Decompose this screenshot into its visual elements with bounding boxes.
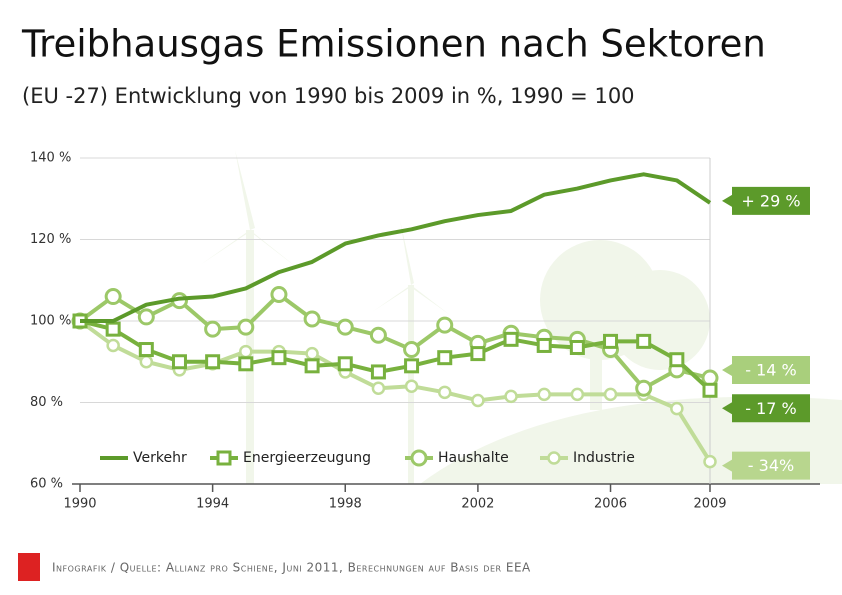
y-tick-label: 60 % bbox=[30, 477, 63, 492]
marker bbox=[305, 346, 319, 361]
x-tick-label: 1994 bbox=[196, 497, 229, 512]
marker bbox=[239, 344, 253, 359]
chart-title: Treibhausgas Emissionen nach Sektoren bbox=[21, 23, 766, 66]
marker bbox=[106, 338, 120, 353]
marker bbox=[569, 339, 585, 355]
series-line bbox=[80, 172, 712, 323]
marker bbox=[470, 346, 486, 362]
marker bbox=[371, 381, 386, 395]
x-tick-label: 2002 bbox=[461, 497, 494, 512]
marker bbox=[570, 387, 585, 402]
marker bbox=[537, 387, 551, 402]
logo bbox=[18, 553, 40, 581]
marker bbox=[702, 382, 718, 398]
marker bbox=[237, 318, 255, 336]
marker bbox=[138, 342, 154, 358]
marker bbox=[436, 316, 454, 334]
marker bbox=[204, 320, 222, 338]
marker bbox=[670, 401, 684, 416]
callout-box bbox=[722, 186, 810, 215]
marker bbox=[205, 354, 221, 370]
marker bbox=[636, 333, 652, 349]
marker bbox=[504, 389, 518, 404]
marker bbox=[471, 393, 485, 408]
marker bbox=[404, 358, 420, 374]
legend-label: Haushalte bbox=[438, 450, 509, 466]
y-tick-label: 120 % bbox=[30, 232, 71, 247]
callout-label: + 29 % bbox=[741, 191, 800, 210]
marker bbox=[703, 454, 717, 469]
legend-label: Verkehr bbox=[133, 450, 187, 466]
y-tick-label: 100 % bbox=[30, 314, 71, 329]
callout-box bbox=[722, 451, 810, 480]
x-tick-label: 2009 bbox=[693, 497, 726, 512]
marker bbox=[603, 333, 619, 349]
marker bbox=[536, 337, 552, 353]
y-tick-label: 80 % bbox=[30, 395, 63, 410]
legend-marker bbox=[216, 450, 232, 466]
marker bbox=[104, 288, 122, 306]
legend-label: Energieerzeugung bbox=[243, 450, 371, 466]
legend-marker bbox=[547, 451, 561, 465]
callout-label: - 17 % bbox=[745, 399, 797, 418]
marker bbox=[369, 326, 387, 344]
marker bbox=[603, 387, 618, 402]
marker bbox=[403, 341, 421, 359]
marker bbox=[139, 355, 154, 369]
marker bbox=[404, 379, 419, 393]
chart-subtitle: (EU -27) Entwicklung von 1990 bis 2009 i… bbox=[22, 84, 635, 108]
marker bbox=[437, 385, 452, 400]
x-tick-label: 1990 bbox=[63, 497, 96, 512]
callout-label: - 14 % bbox=[745, 361, 797, 380]
marker bbox=[437, 350, 453, 366]
marker bbox=[370, 364, 386, 380]
legend-label: Industrie bbox=[573, 450, 635, 466]
source-note: Infografik / Quelle: Allianz pro Schiene… bbox=[52, 561, 531, 575]
marker bbox=[669, 352, 685, 368]
x-tick-label: 1998 bbox=[329, 497, 362, 512]
marker bbox=[105, 321, 121, 337]
marker bbox=[270, 286, 288, 304]
x-tick-label: 2006 bbox=[594, 497, 627, 512]
marker bbox=[337, 356, 353, 372]
y-tick-label: 140 % bbox=[30, 151, 71, 166]
callout-box bbox=[722, 356, 810, 385]
marker bbox=[271, 350, 287, 366]
marker bbox=[503, 331, 519, 347]
marker bbox=[336, 318, 354, 336]
marker bbox=[303, 310, 321, 328]
marker bbox=[238, 356, 254, 372]
legend-marker bbox=[410, 449, 428, 467]
marker bbox=[171, 354, 187, 370]
marker bbox=[137, 308, 155, 326]
callout-label: - 34% bbox=[748, 456, 794, 475]
marker bbox=[635, 379, 653, 397]
callout-box bbox=[722, 394, 810, 423]
marker bbox=[304, 358, 320, 374]
